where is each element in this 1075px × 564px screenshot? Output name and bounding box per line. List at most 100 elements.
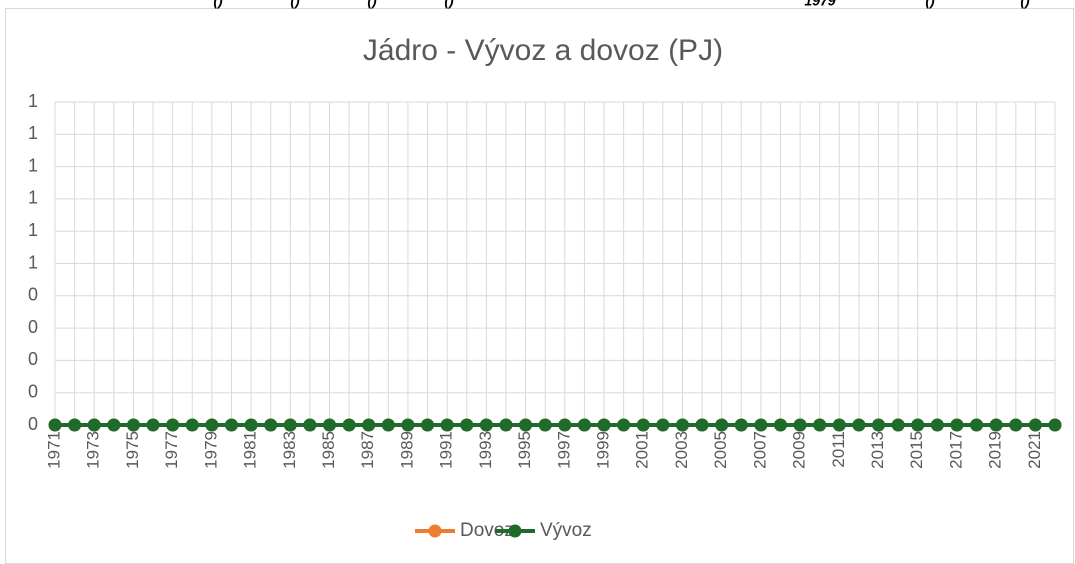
x-tick-label: 1991 [437,431,456,469]
header-fragment: () [290,0,300,9]
x-tick-label: 2021 [1025,431,1044,469]
y-tick-label: 1 [28,91,38,111]
chart-frame [5,8,1074,564]
series-marker [577,418,591,432]
series-marker [244,418,258,432]
series-marker [911,418,925,432]
series-marker [970,418,984,432]
y-tick-label: 1 [28,220,38,240]
series-marker [460,418,474,432]
y-tick-label: 0 [28,381,38,401]
series-marker [872,418,886,432]
series-marker [303,418,317,432]
header-fragment: () [213,0,223,9]
legend-marker [508,524,522,538]
x-tick-label: 2009 [790,431,809,469]
y-tick-label: 0 [28,285,38,305]
series-marker [224,418,238,432]
chart-title: Jádro - Vývoz a dovoz (PJ) [363,34,723,67]
x-tick-label: 1999 [594,431,613,469]
legend-marker [428,524,442,538]
series-marker [342,418,356,432]
series-marker [636,418,650,432]
y-tick-label: 1 [28,188,38,208]
x-tick-label: 1995 [515,431,534,469]
series-marker [1048,418,1062,432]
x-tick-label: 1985 [319,431,338,469]
series-marker [538,418,552,432]
x-tick-label: 1973 [84,431,103,469]
series-marker [558,418,572,432]
series-marker [1009,418,1023,432]
x-tick-label: 1975 [123,431,142,469]
series-marker [852,418,866,432]
series-marker [87,418,101,432]
legend-label: Dovoz [460,520,514,541]
series-marker [264,418,278,432]
series-marker [715,418,729,432]
series-marker [695,418,709,432]
series-marker [950,418,964,432]
series-marker [499,418,513,432]
x-tick-label: 1993 [476,431,495,469]
x-tick-label: 1997 [554,431,573,469]
series-marker [126,418,140,432]
y-tick-label: 1 [28,155,38,175]
x-tick-label: 1979 [201,431,220,469]
x-tick-label: 2013 [868,431,887,469]
series-marker [891,418,905,432]
x-tick-label: 2011 [829,431,848,468]
header-fragment: () [367,0,377,9]
series-marker [146,418,160,432]
series-marker [813,418,827,432]
series-marker [185,418,199,432]
series-marker [401,418,415,432]
x-tick-label: 1989 [397,431,416,469]
y-tick-label: 1 [28,252,38,272]
series-marker [107,418,121,432]
series-marker [675,418,689,432]
series-marker [421,418,435,432]
series-marker [930,418,944,432]
series-marker [832,418,846,432]
y-tick-label: 0 [28,317,38,337]
series-marker [283,418,297,432]
x-tick-label: 2019 [986,431,1005,469]
x-tick-label: 2001 [633,431,652,469]
series-marker [597,418,611,432]
x-tick-label: 1977 [162,431,181,469]
series-marker [519,418,533,432]
series-marker [166,418,180,432]
series-marker [754,418,768,432]
x-tick-label: 1981 [241,431,260,469]
legend-label: Vývoz [540,520,592,541]
header-fragment: () [925,0,935,9]
series-marker [68,418,82,432]
header-fragment: 1979 [804,0,835,9]
x-tick-label: 2017 [946,431,965,469]
x-tick-label: 2003 [672,431,691,469]
header-fragment: () [1020,0,1030,9]
series-marker [381,418,395,432]
y-tick-label: 0 [28,414,38,434]
series-marker [656,418,670,432]
y-tick-label: 0 [28,349,38,369]
x-tick-label: 1971 [44,431,63,469]
x-tick-label: 2005 [711,431,730,469]
series-marker [773,418,787,432]
x-tick-label: 2007 [750,431,769,469]
series-marker [362,418,376,432]
series-marker [479,418,493,432]
y-tick-label: 1 [28,123,38,143]
series-marker [617,418,631,432]
series-marker [793,418,807,432]
series-marker [1028,418,1042,432]
series-marker [205,418,219,432]
header-fragment: () [444,0,454,9]
series-marker [48,418,62,432]
x-tick-label: 1987 [358,431,377,469]
x-tick-label: 1983 [280,431,299,469]
series-marker [440,418,454,432]
